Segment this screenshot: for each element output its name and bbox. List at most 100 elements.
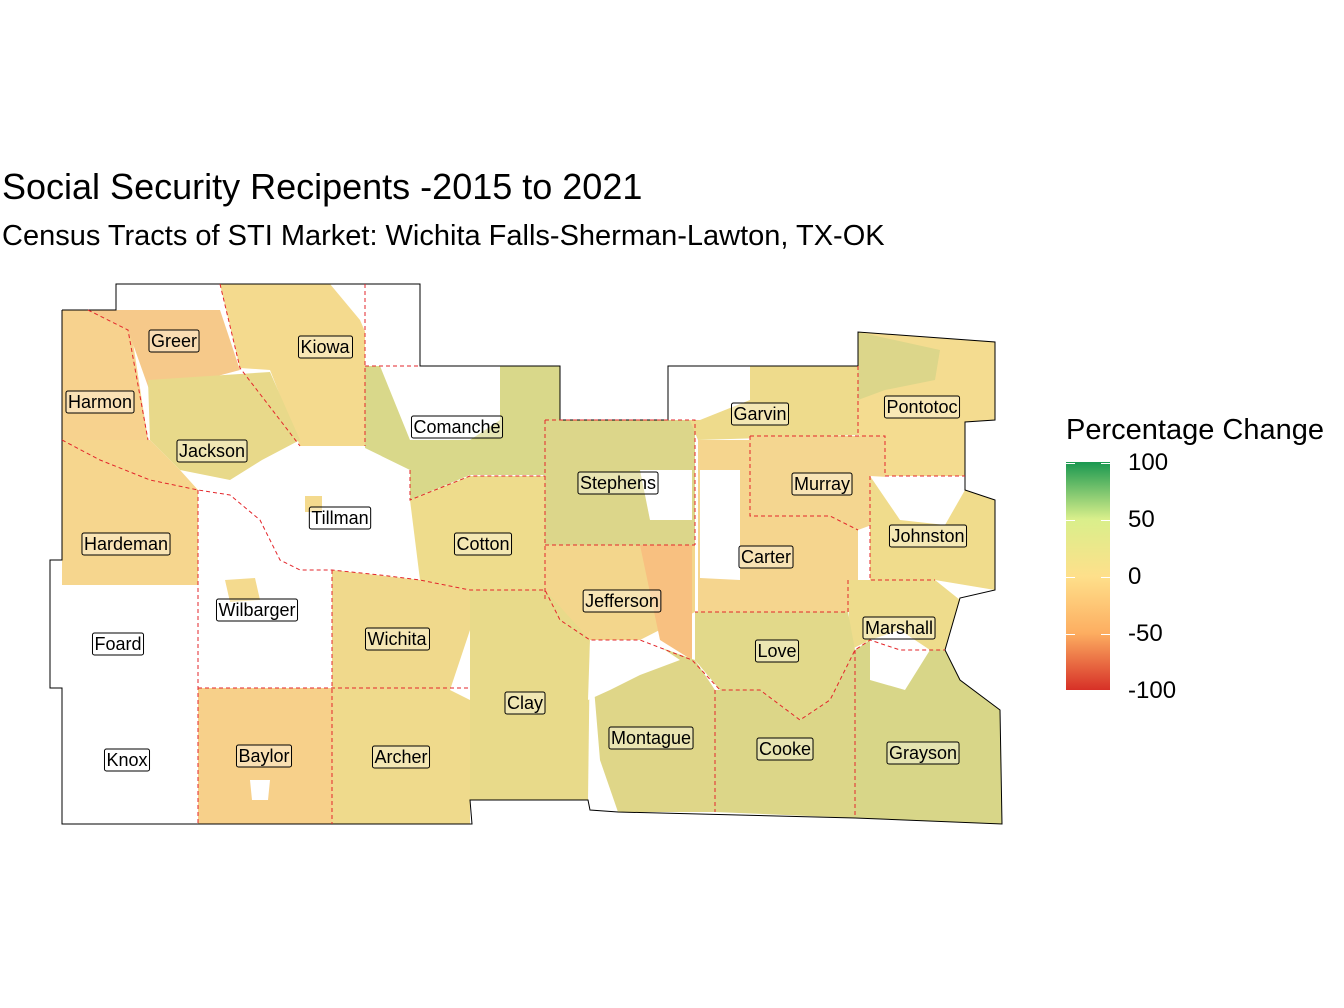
- county-label-box: [148, 329, 200, 353]
- county-region-wilbarger-spot: [225, 578, 260, 602]
- legend-tick-label: -100: [1128, 677, 1177, 704]
- county-label-box: [756, 737, 814, 761]
- county-label-knox: Knox: [103, 748, 151, 772]
- legend-tick-label: -50: [1128, 620, 1163, 647]
- county-label-box: [176, 439, 248, 463]
- county-label-box: [883, 395, 961, 419]
- county-label-jefferson: Jefferson: [582, 589, 662, 613]
- county-label-text: Montague: [611, 728, 691, 748]
- county-label-text: Pontotoc: [886, 397, 957, 417]
- county-label-box: [410, 415, 504, 439]
- county-label-text: Wichita: [367, 629, 427, 649]
- county-label-box: [235, 744, 293, 768]
- county-label-johnston: Johnston: [888, 524, 968, 548]
- county-label-text: Comanche: [413, 417, 500, 437]
- county-label-text: Garvin: [733, 404, 786, 424]
- county-label-box: [862, 616, 936, 640]
- county-borders: [61, 283, 965, 824]
- county-label-box: [364, 627, 430, 651]
- white-gaps: [250, 284, 965, 800]
- county-label-box: [297, 335, 353, 359]
- county-label-text: Kiowa: [300, 337, 350, 357]
- county-fills: [62, 284, 1002, 824]
- county-region-harmon: [62, 310, 148, 440]
- county-labels: Greer Kiowa Harmon Jackson Comanche Garvin Pon…: [65, 329, 968, 772]
- county-label-comanche: Comanche: [410, 415, 504, 439]
- county-label-box: [504, 691, 546, 715]
- county-label-archer: Archer: [371, 745, 431, 769]
- county-label-box: [308, 506, 372, 530]
- county-label-cotton: Cotton: [453, 532, 513, 556]
- county-label-text: Greer: [151, 331, 197, 351]
- county-label-harmon: Harmon: [65, 390, 135, 414]
- county-label-text: Marshall: [865, 618, 933, 638]
- county-label-text: Jefferson: [585, 591, 659, 611]
- county-region-hardeman: [62, 440, 198, 585]
- county-label-carter: Carter: [738, 545, 794, 569]
- county-label-text: Knox: [106, 750, 147, 770]
- county-label-box: [91, 632, 145, 656]
- county-region-baylor: [198, 688, 332, 824]
- county-label-text: Harmon: [68, 392, 132, 412]
- county-label-box: [65, 390, 135, 414]
- county-label-box: [582, 589, 662, 613]
- legend-color-bar: [1066, 462, 1110, 690]
- county-region-cooke: [715, 650, 855, 818]
- county-label-box: [81, 532, 171, 556]
- county-region-archer: [332, 690, 470, 824]
- county-label-text: Grayson: [889, 743, 957, 763]
- county-region-greer: [88, 310, 240, 392]
- county-label-text: Love: [757, 641, 796, 661]
- county-label-stephens: Stephens: [577, 471, 659, 495]
- county-label-jackson: Jackson: [176, 439, 248, 463]
- county-label-text: Johnston: [891, 526, 964, 546]
- county-label-love: Love: [754, 639, 800, 663]
- county-label-box: [577, 471, 659, 495]
- county-label-pontotoc: Pontotoc: [883, 395, 961, 419]
- county-region-love: [695, 612, 855, 720]
- county-label-box: [754, 639, 800, 663]
- county-label-greer: Greer: [148, 329, 200, 353]
- county-label-clay: Clay: [504, 691, 546, 715]
- county-label-text: Jackson: [179, 441, 245, 461]
- county-label-box: [371, 745, 431, 769]
- county-label-kiowa: Kiowa: [297, 335, 353, 359]
- legend-title: Percentage Change: [1066, 414, 1324, 446]
- county-label-baylor: Baylor: [235, 744, 293, 768]
- county-label-box: [886, 741, 960, 765]
- county-label-text: Murray: [794, 474, 850, 494]
- legend-tick-label: 0: [1128, 563, 1142, 590]
- county-region-jackson: [148, 372, 300, 480]
- chart-subtitle: Census Tracts of STI Market: Wichita Fal…: [2, 220, 885, 252]
- county-region-pontotoc-green: [858, 332, 940, 400]
- county-label-hardeman: Hardeman: [81, 532, 171, 556]
- county-label-box: [215, 598, 299, 622]
- county-label-text: Baylor: [238, 746, 289, 766]
- county-region-jefferson-low: [640, 545, 692, 660]
- county-label-foard: Foard: [91, 632, 145, 656]
- county-label-marshall: Marshall: [862, 616, 936, 640]
- county-label-box: [608, 726, 694, 750]
- chart-title: Social Security Recipents -2015 to 2021: [2, 166, 643, 207]
- county-label-box: [730, 402, 790, 426]
- legend-tick-label: 100: [1128, 449, 1169, 476]
- county-region-murray: [750, 436, 885, 530]
- county-label-text: Carter: [741, 547, 791, 567]
- county-region-wichita: [332, 570, 470, 690]
- county-label-box: [103, 748, 151, 772]
- county-label-tillman: Tillman: [308, 506, 372, 530]
- county-label-cooke: Cooke: [756, 737, 814, 761]
- county-label-text: Hardeman: [84, 534, 168, 554]
- county-label-text: Foard: [94, 634, 141, 654]
- county-label-text: Clay: [507, 693, 543, 713]
- county-label-text: Wilbarger: [218, 600, 295, 620]
- county-label-text: Cotton: [456, 534, 509, 554]
- county-label-text: Tillman: [311, 508, 368, 528]
- county-label-box: [888, 524, 968, 548]
- county-region-marshall: [848, 580, 960, 650]
- county-region-tillman: [260, 448, 420, 580]
- county-label-garvin: Garvin: [730, 402, 790, 426]
- legend-tick-label: 50: [1128, 506, 1155, 533]
- outer-boundary: [49, 283, 1003, 825]
